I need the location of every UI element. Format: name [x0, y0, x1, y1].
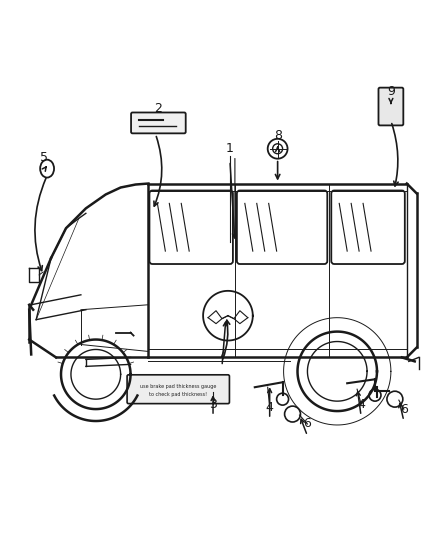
Text: 1: 1	[226, 142, 234, 155]
FancyBboxPatch shape	[378, 87, 403, 125]
Text: 8: 8	[274, 130, 282, 142]
Text: 4: 4	[357, 398, 365, 410]
Text: 7: 7	[218, 348, 226, 361]
FancyBboxPatch shape	[131, 112, 186, 133]
Text: 5: 5	[40, 151, 48, 164]
Text: 2: 2	[155, 101, 162, 115]
Text: 9: 9	[387, 85, 395, 98]
Text: 6: 6	[304, 417, 311, 431]
Text: use brake pad thickness gauge: use brake pad thickness gauge	[140, 384, 216, 389]
Text: 6: 6	[400, 402, 408, 416]
FancyBboxPatch shape	[127, 375, 230, 403]
Text: 4: 4	[266, 401, 274, 414]
Text: 3: 3	[209, 398, 217, 410]
Text: to check pad thickness!: to check pad thickness!	[149, 392, 207, 397]
